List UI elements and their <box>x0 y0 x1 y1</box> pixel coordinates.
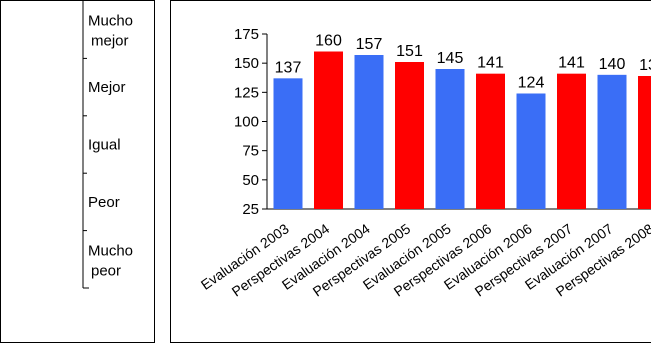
scale-level-label: Igual <box>88 137 121 154</box>
bar <box>557 73 586 210</box>
data-label: 151 <box>396 43 423 60</box>
scale-level-label-line2: peor <box>91 262 121 279</box>
y-tick-label: 50 <box>242 172 259 189</box>
data-label: 141 <box>558 55 585 72</box>
scale-legend: Mucho mejor Mejor Igual Peor Mucho peor <box>82 1 133 289</box>
bar <box>638 76 651 209</box>
data-label: 157 <box>356 36 383 53</box>
scale-level-label-line2: mejor <box>91 33 129 50</box>
scale-level-label: Mucho <box>88 242 133 259</box>
y-tick-label: 150 <box>234 55 259 72</box>
scale-level-label: Mucho <box>88 13 133 30</box>
bar <box>597 74 627 209</box>
data-label: 124 <box>518 75 545 92</box>
data-label: 140 <box>599 56 626 73</box>
bar <box>314 51 343 209</box>
data-label: 137 <box>275 59 302 76</box>
bar <box>516 93 546 209</box>
y-tick-label: 25 <box>242 201 259 218</box>
chart-panel: 25 50 75 100 125 150 175 137 Evaluación 2003 160 P… <box>170 0 651 343</box>
bar <box>395 62 424 209</box>
y-tick-label: 100 <box>234 114 259 131</box>
data-label: 141 <box>477 55 504 72</box>
data-label: 139 <box>639 57 651 74</box>
bar <box>435 69 465 209</box>
y-tick-label: 125 <box>234 84 259 101</box>
scale-level-label: Peor <box>88 194 120 211</box>
scale-level-label: Mejor <box>88 79 126 96</box>
y-tick-label: 75 <box>242 143 259 160</box>
bar <box>354 55 384 209</box>
scale-legend-panel: Mucho mejor Mejor Igual Peor Mucho peor <box>0 0 155 343</box>
bar <box>273 78 303 209</box>
data-label: 145 <box>437 50 464 67</box>
y-tick-label: 175 <box>234 26 259 43</box>
data-label: 160 <box>315 33 342 50</box>
bar <box>476 73 505 210</box>
